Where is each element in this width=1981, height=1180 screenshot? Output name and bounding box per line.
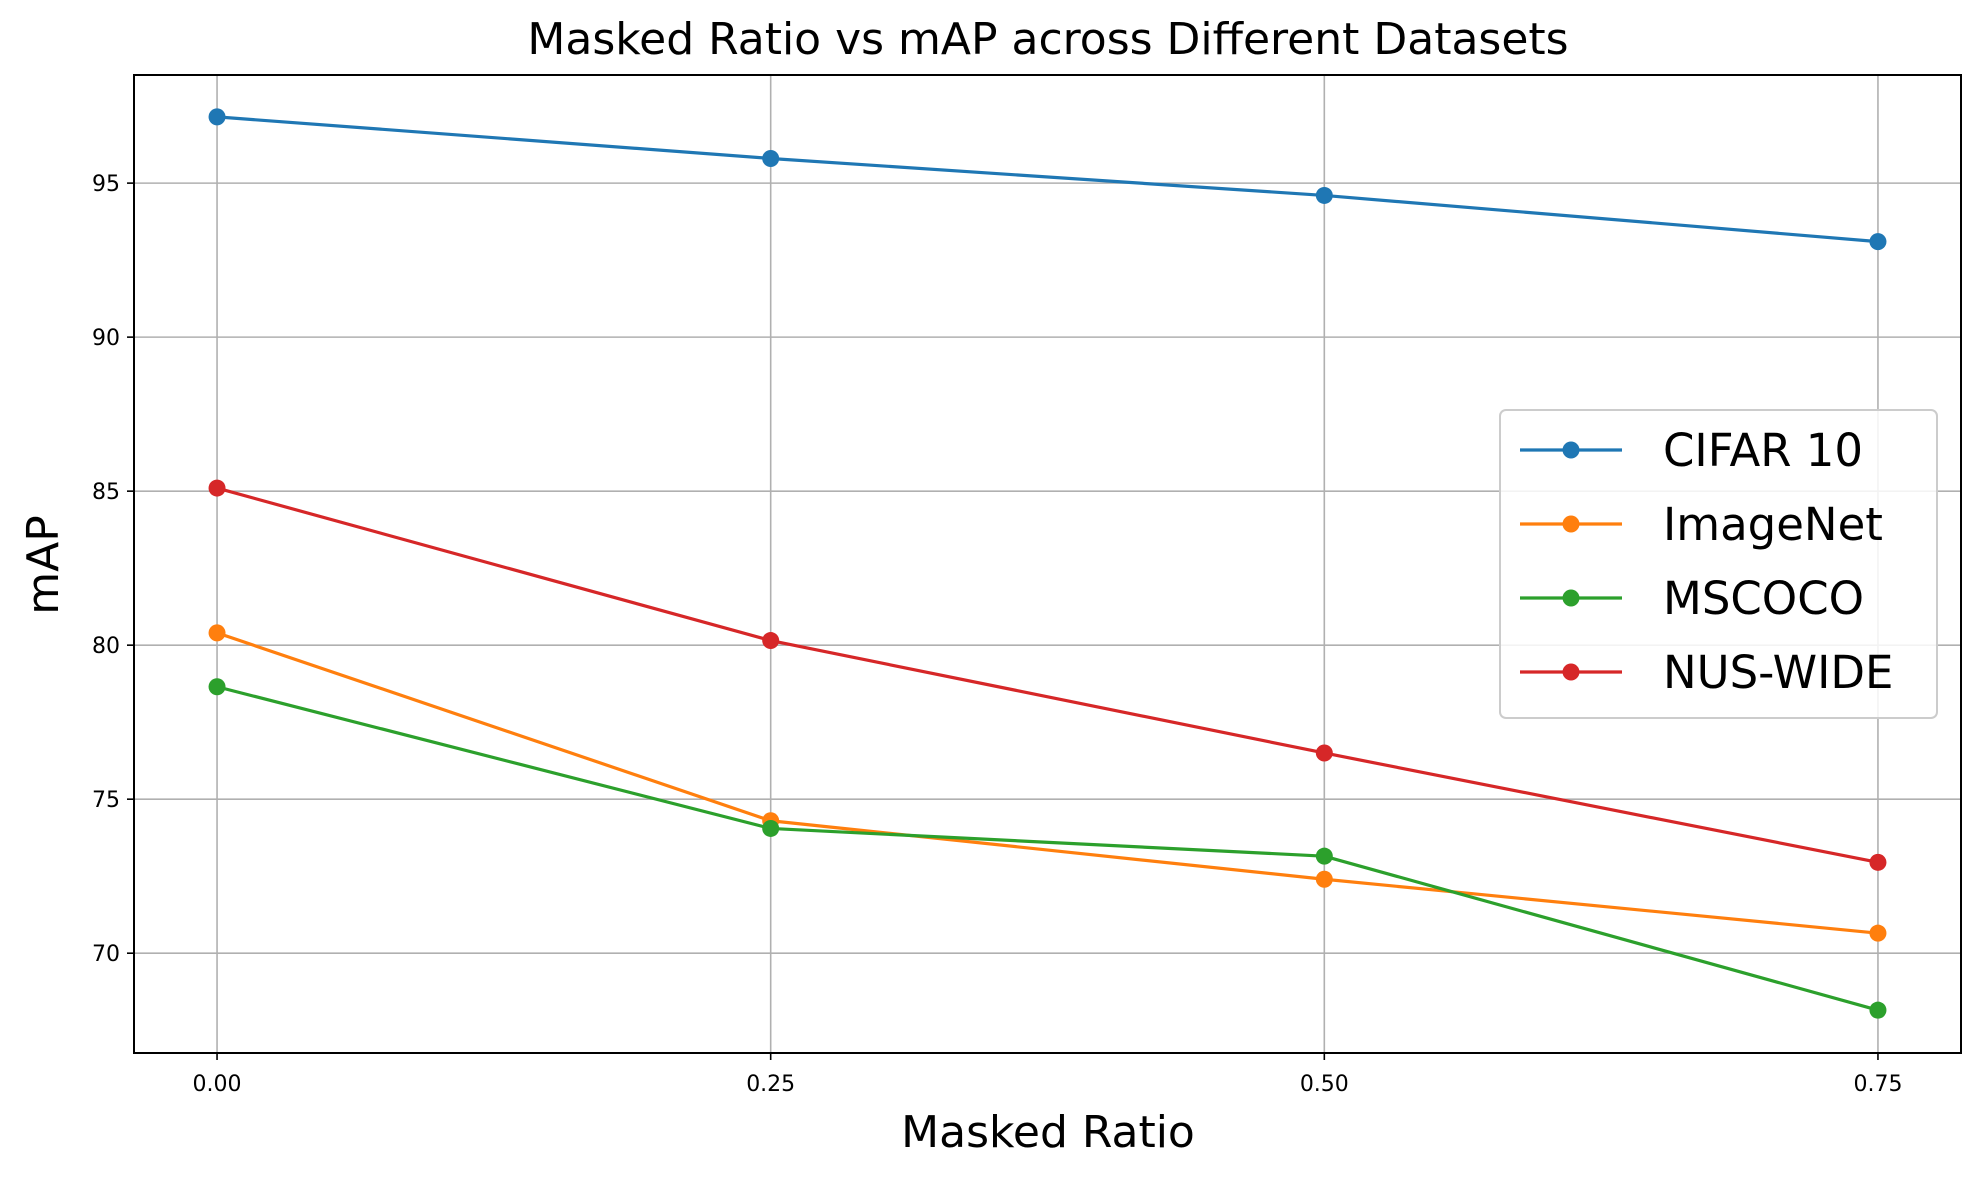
series-line-cifar-10 — [216, 115, 1879, 244]
data-point-cifar-10 — [1315, 186, 1333, 204]
legend-marker-imagenet — [1562, 515, 1580, 533]
data-point-cifar-10 — [762, 149, 780, 167]
series-layer — [208, 108, 1887, 1019]
y-tick-label: 85 — [92, 480, 120, 505]
series-line-imagenet — [216, 631, 1879, 935]
legend-marker-mscoco — [1562, 589, 1580, 607]
x-axis-label: Masked Ratio — [901, 1107, 1195, 1158]
x-tick-label: 0.50 — [1300, 1072, 1349, 1097]
data-point-nus-wide — [762, 632, 780, 650]
x-tick-label: 0.00 — [193, 1072, 242, 1097]
legend-item-imagenet: ImageNet — [1520, 498, 1883, 551]
chart-title: Masked Ratio vs mAP across Different Dat… — [527, 14, 1568, 65]
series-mscoco — [208, 678, 1887, 1019]
series-nus-wide — [208, 479, 1887, 871]
legend-item-nus-wide: NUS-WIDE — [1520, 646, 1893, 699]
y-tick-label: 80 — [92, 634, 120, 659]
data-point-nus-wide — [1869, 853, 1887, 871]
y-axis-label: mAP — [18, 515, 69, 615]
data-point-mscoco — [762, 819, 780, 837]
axis-ticks: 0.00 0.25 0.50 0.75 70 75 80 85 90 95 — [92, 172, 1902, 1097]
series-line-mscoco — [216, 685, 1879, 1012]
y-tick-label: 70 — [92, 942, 120, 967]
data-point-cifar-10 — [208, 108, 226, 126]
legend-marker-nus-wide — [1562, 663, 1580, 681]
x-tick-label: 0.75 — [1853, 1072, 1902, 1097]
legend: CIFAR 10 ImageNet MSCOCO NUS-WIDE — [1499, 409, 1938, 719]
data-point-nus-wide — [1315, 744, 1333, 762]
legend-box — [1499, 409, 1938, 719]
plot-frame — [133, 74, 1962, 1054]
x-tick-label: 0.25 — [746, 1072, 795, 1097]
y-tick-label: 90 — [92, 326, 120, 351]
legend-label-mscoco: MSCOCO — [1663, 572, 1864, 625]
data-point-mscoco — [1315, 847, 1333, 865]
data-point-mscoco — [1869, 1001, 1887, 1019]
data-point-imagenet — [1869, 924, 1887, 942]
y-tick-label: 75 — [92, 788, 120, 813]
legend-label-nus-wide: NUS-WIDE — [1663, 646, 1893, 699]
data-point-imagenet — [1315, 870, 1333, 888]
legend-item-cifar-10: CIFAR 10 — [1520, 424, 1863, 477]
legend-label-imagenet: ImageNet — [1663, 498, 1883, 551]
legend-item-mscoco: MSCOCO — [1520, 572, 1864, 625]
y-tick-label: 95 — [92, 172, 120, 197]
data-point-imagenet — [208, 624, 226, 642]
legend-label-cifar-10: CIFAR 10 — [1663, 424, 1863, 477]
series-line-nus-wide — [216, 486, 1879, 864]
series-cifar-10 — [208, 108, 1887, 251]
data-point-cifar-10 — [1869, 233, 1887, 251]
data-point-mscoco — [208, 678, 226, 696]
data-point-nus-wide — [208, 479, 226, 497]
legend-marker-cifar-10 — [1562, 441, 1580, 459]
